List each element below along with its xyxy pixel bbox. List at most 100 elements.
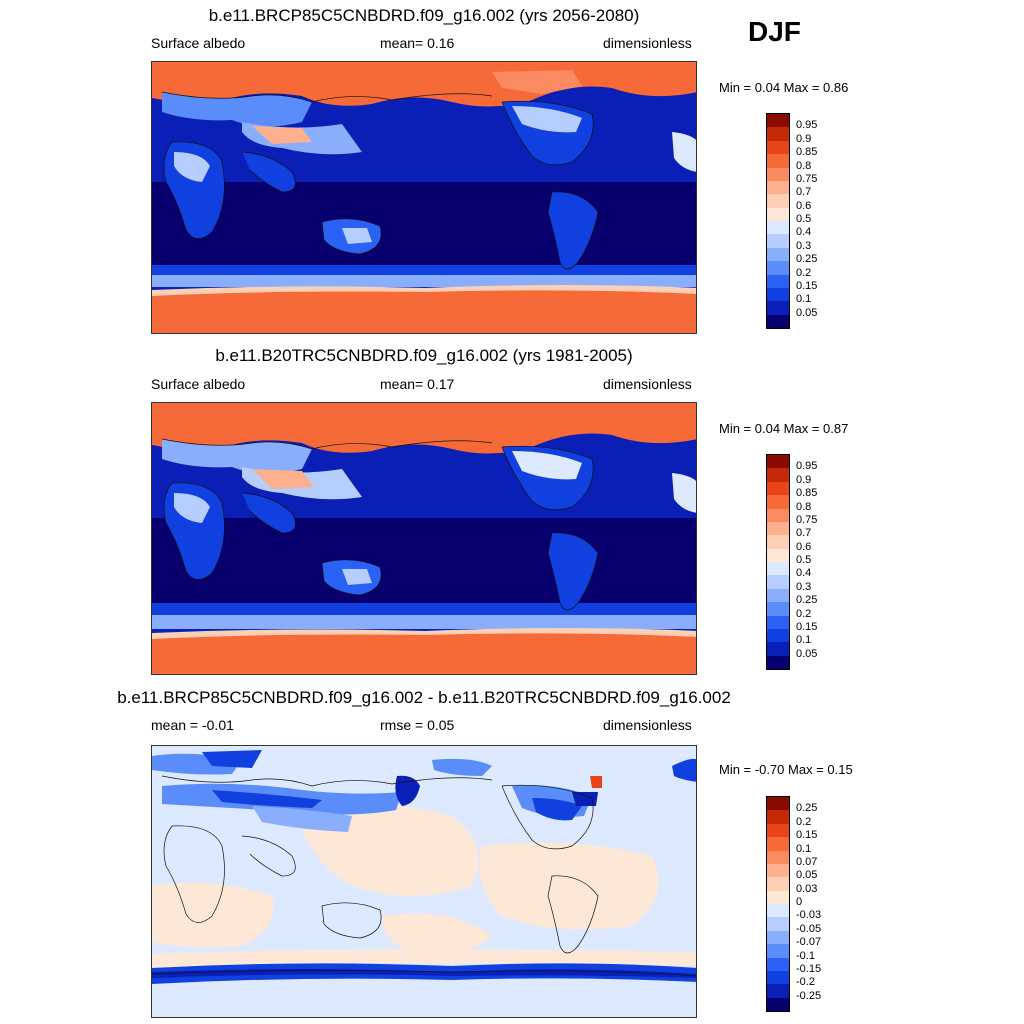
colorbar-tick-label: 0 <box>796 896 803 908</box>
colorbar-tick-label: 0.85 <box>796 146 818 159</box>
colorbar-swatch <box>767 301 789 315</box>
min-max-label: Min = 0.04 Max = 0.87 <box>719 421 849 436</box>
colorbar-swatch <box>767 140 789 155</box>
season-label: DJF <box>748 16 801 47</box>
colorbar-swatch <box>767 970 789 985</box>
panel-title: b.e11.B20TRC5CNBDRD.f09_g16.002 (yrs 198… <box>215 346 633 365</box>
colorbar-swatch <box>767 655 789 669</box>
min-max-label: Min = 0.04 Max = 0.86 <box>719 80 849 95</box>
colorbar-tick-label: 0.75 <box>796 513 818 526</box>
colorbar-swatch <box>767 194 789 208</box>
colorbar-swatch <box>767 863 789 878</box>
variable-label: Surface albedo <box>151 376 246 392</box>
colorbar-tick-label: 0.7 <box>796 527 812 540</box>
mean-stat: mean= 0.16 <box>380 35 455 51</box>
units-label: dimensionless <box>603 376 692 392</box>
colorbar-tick-label: 0.2 <box>796 607 812 620</box>
colorbar-swatch <box>767 247 789 262</box>
colorbar-swatch <box>767 221 789 235</box>
colorbar-tick-label: 0.75 <box>796 172 818 185</box>
colorbar-tick-label: 0.8 <box>796 159 812 172</box>
colorbar-swatch <box>767 917 789 931</box>
colorbar-swatch <box>767 944 789 958</box>
colorbar-tick-label: 0.15 <box>796 279 818 292</box>
colorbar-tick-label: -0.03 <box>796 909 822 922</box>
colorbar-tick-label: 0.05 <box>796 306 818 319</box>
colorbar-tick-label: 0.6 <box>796 199 812 212</box>
colorbar-swatch <box>767 180 789 195</box>
colorbar-tick-label: 0.3 <box>796 580 812 593</box>
colorbar-swatch <box>767 575 789 589</box>
colorbar-swatch <box>767 642 789 656</box>
colorbar-tick-label: 0.4 <box>796 226 812 239</box>
colorbar-swatch <box>767 468 789 482</box>
colorbar-swatch <box>767 890 789 904</box>
colorbar-swatch <box>767 287 789 302</box>
colorbar-tick-label: 0.8 <box>796 500 812 513</box>
colorbar-swatch <box>767 588 789 603</box>
colorbar-tick-label: 0.85 <box>796 487 818 500</box>
colorbar-swatch <box>767 154 789 168</box>
colorbar-swatch <box>767 274 789 288</box>
colorbar-swatch <box>767 810 789 824</box>
colorbar-swatch <box>767 562 789 576</box>
colorbar-tick-label: 0.2 <box>796 815 812 828</box>
colorbar-swatch <box>767 167 789 181</box>
rmse-stat: rmse = 0.05 <box>380 717 455 733</box>
colorbar-tick-label: 0.6 <box>796 540 812 553</box>
colorbar-tick-label: 0.07 <box>796 855 818 868</box>
colorbar-tick-label: 0.5 <box>796 213 812 225</box>
colorbar-swatch <box>767 997 789 1011</box>
colorbar-tick-label: 0.1 <box>796 842 812 855</box>
colorbar-tick-label: 0.25 <box>796 253 818 266</box>
colorbar <box>766 454 790 670</box>
colorbar-swatch <box>767 455 789 469</box>
colorbar-tick-label: 0.2 <box>796 266 812 279</box>
colorbar-swatch <box>767 984 789 998</box>
colorbar-swatch <box>767 957 789 971</box>
panel-title: b.e11.BRCP85C5CNBDRD.f09_g16.002 (yrs 20… <box>208 6 640 25</box>
colorbar-swatch <box>767 850 789 864</box>
difference-map <box>151 745 697 1018</box>
colorbar-tick-label: 0.1 <box>796 293 812 306</box>
colorbar-swatch <box>767 495 789 509</box>
colorbar-swatch <box>767 628 789 643</box>
albedo-map <box>151 402 697 675</box>
colorbar-swatch <box>767 930 789 945</box>
units-label: dimensionless <box>603 717 692 733</box>
colorbar-swatch <box>767 904 789 918</box>
colorbar-swatch <box>767 548 789 562</box>
colorbar-tick-label: 0.95 <box>796 119 818 132</box>
colorbar-tick-label: 0.3 <box>796 239 812 252</box>
colorbar-tick-label: 0.4 <box>796 567 812 580</box>
colorbar-tick-label: 0.05 <box>796 647 818 660</box>
units-label: dimensionless <box>603 35 692 51</box>
colorbar-swatch <box>767 837 789 851</box>
panel-title: b.e11.BRCP85C5CNBDRD.f09_g16.002 - b.e11… <box>117 688 731 707</box>
colorbar-tick-label: -0.05 <box>796 922 822 935</box>
colorbar-swatch <box>767 127 789 141</box>
colorbar-swatch <box>767 261 789 275</box>
colorbar-swatch <box>767 481 789 496</box>
colorbar-swatch <box>767 207 789 221</box>
colorbar-tick-label: 0.15 <box>796 829 818 842</box>
colorbar-swatch <box>767 823 789 838</box>
colorbar-tick-label: 0.25 <box>796 594 818 607</box>
colorbar-swatch <box>767 535 789 549</box>
min-max-label: Min = -0.70 Max = 0.15 <box>719 762 853 777</box>
colorbar-tick-label: -0.2 <box>796 976 815 989</box>
colorbar <box>766 113 790 329</box>
colorbar <box>766 796 790 1012</box>
colorbar-swatch <box>767 615 789 629</box>
colorbar-tick-label: 0.25 <box>796 802 818 815</box>
colorbar-tick-label: 0.9 <box>796 473 812 486</box>
colorbar-tick-label: -0.07 <box>796 936 822 949</box>
colorbar-tick-label: -0.25 <box>796 989 822 1002</box>
colorbar-swatch <box>767 508 789 522</box>
colorbar-swatch <box>767 797 789 811</box>
mean-stat: mean = -0.01 <box>151 717 234 733</box>
colorbar-swatch <box>767 877 789 891</box>
mean-stat: mean= 0.17 <box>380 376 455 392</box>
colorbar-tick-label: -0.15 <box>796 962 822 975</box>
colorbar-tick-label: 0.15 <box>796 620 818 633</box>
